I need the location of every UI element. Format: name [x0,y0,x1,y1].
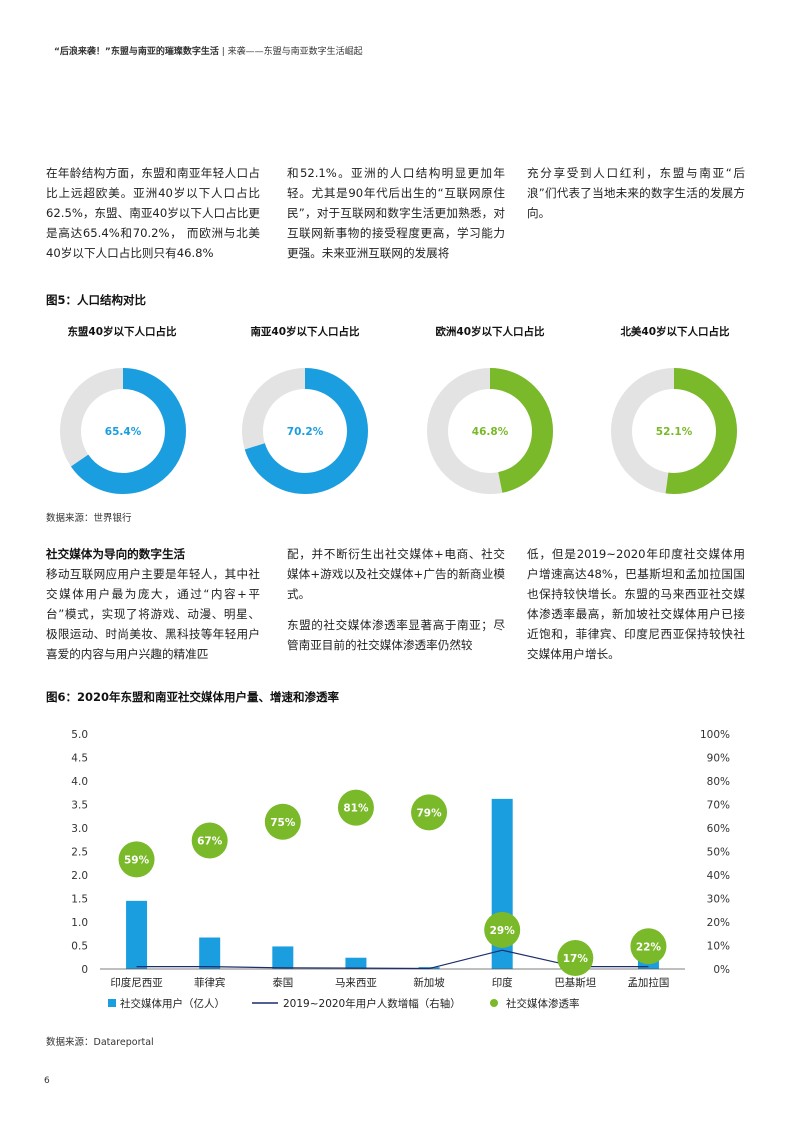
penetration-dot [484,911,521,948]
y-tick-left: 2.0 [71,870,88,882]
category-label: 印度尼西亚 [110,976,163,989]
social-paragraph-3: 低，但是2019~2020年印度社交媒体用户增速高达48%，巴基斯坦和孟加拉国国… [527,547,745,661]
donut-chart-europe: 46.8% [427,368,553,494]
donut-value-arc [611,368,737,494]
y-tick-left: 2.5 [71,847,88,859]
y-tick-right: 20% [707,917,730,929]
y-tick-left: 1.0 [71,917,88,929]
section-heading: 社交媒体为导向的数字生活 [46,547,186,561]
header-separator: | [221,47,225,57]
donut-value-arc [242,368,368,494]
social-paragraph-2b: 东盟的社交媒体渗透率显著高于南亚；尽管南亚目前的社交媒体渗透率仍然较 [287,618,505,652]
category-label: 泰国 [272,976,293,989]
donut-chart-north-america: 52.1% [611,368,737,494]
category-label: 马来西亚 [335,977,377,989]
social-column-1: 社交媒体为导向的数字生活 移动互联网应用户主要是年轻人，其中社交媒体用户最为庞大… [46,544,260,664]
y-tick-left: 1.5 [71,894,88,906]
penetration-dot [337,789,374,826]
donut-value-arc [427,368,553,494]
y-tick-left: 3.5 [71,800,88,812]
social-column-2: 配，并不断衍生出社交媒体+电商、社交媒体+游戏以及社交媒体+广告的新商业模式。 … [287,544,505,655]
social-media-chart: 5.0 4.5 4.0 3.5 3.0 2.5 2.0 1.5 1.0 0.5 0 100% 90% 80… [71,729,730,1010]
y-tick-left: 4.0 [71,776,88,788]
donut-value-arc [60,368,186,494]
penetration-label: 29% [490,925,516,937]
penetration-dot [191,822,228,859]
penetration-label: 81% [343,803,369,815]
donut-chart-asean: 65.4% [60,368,186,494]
category-label: 新加坡 [413,976,445,989]
y-tick-left: 3.0 [71,823,88,835]
y-tick-right: 70% [707,800,730,812]
penetration-dot [411,794,448,831]
intro-paragraph-1: 在年龄结构方面，东盟和南亚年轻人口占比上远超欧美。亚洲40岁以下人口占比62.5… [46,166,260,260]
y-tick-right: 40% [707,870,730,882]
penetration-label: 22% [636,941,662,953]
social-paragraph-2a: 配，并不断衍生出社交媒体+电商、社交媒体+游戏以及社交媒体+广告的新商业模式。 [287,547,505,601]
intro-paragraph-2: 和52.1%。亚洲的人口结构明显更加年轻。尤其是90年代后出生的“互联网原住民”… [287,166,505,260]
category-label: 孟加拉国 [627,976,669,989]
category-label: 菲律宾 [194,976,226,989]
penetration-dot [264,803,301,840]
intro-column-2: 和52.1%。亚洲的人口结构明显更加年轻。尤其是90年代后出生的“互联网原住民”… [287,163,505,263]
figure-6-title: 图6：2020年东盟和南亚社交媒体用户量、增速和渗透率 [46,690,340,704]
donut-label-europe: 欧洲40岁以下人口占比 [435,326,545,338]
donut-value-label: 46.8% [472,426,509,438]
penetration-label: 79% [416,807,442,819]
legend-bar-swatch [108,999,116,1007]
bar [272,946,294,969]
y-tick-left: 0 [81,964,88,976]
y-tick-right: 50% [707,847,730,859]
penetration-label: 67% [197,836,223,848]
penetration-label: 75% [270,817,296,829]
y-tick-left: 5.0 [71,729,88,741]
donut-value-label: 52.1% [656,426,693,438]
penetration-dot [557,940,594,977]
y-tick-right: 90% [707,753,730,765]
legend-dot-swatch [490,999,498,1007]
y-tick-right: 60% [707,823,730,835]
donut-value-label: 65.4% [105,426,142,438]
intro-column-3: 充分享受到人口红利，东盟与南亚“后浪”们代表了当地未来的数字生活的发展方向。 [527,163,745,223]
legend-dot-label: 社交媒体渗透率 [506,997,580,1010]
penetration-label: 59% [124,854,150,866]
bar [199,937,221,969]
running-header: “后浪来袭！”东盟与南亚的璀璨数字生活 | 来袭——东盟与南亚数字生活崛起 [54,44,363,57]
category-label: 巴基斯坦 [554,976,596,989]
penetration-dot [118,841,155,878]
donut-value-label: 70.2% [287,426,324,438]
figure-5-source: 数据来源：世界银行 [46,513,132,524]
intro-column-1: 在年龄结构方面，东盟和南亚年轻人口占比上远超欧美。亚洲40岁以下人口占比62.5… [46,163,260,263]
legend-bar-label: 社交媒体用户（亿人） [120,997,225,1010]
intro-paragraph-3: 充分享受到人口红利，东盟与南亚“后浪”们代表了当地未来的数字生活的发展方向。 [527,166,745,220]
figure-6-source: 数据来源：Datareportal [46,1037,154,1048]
header-section: 来袭——东盟与南亚数字生活崛起 [227,47,363,57]
category-label: 印度 [492,976,513,989]
bar [345,957,367,969]
y-tick-left: 0.5 [71,941,88,953]
social-paragraph-1: 移动互联网应用户主要是年轻人，其中社交媒体用户最为庞大，通过“内容+平台”模式，… [46,567,260,661]
y-tick-right: 10% [707,941,730,953]
y-tick-right: 100% [700,729,730,741]
y-tick-right: 30% [707,894,730,906]
donut-label-south-asia: 南亚40岁以下人口占比 [250,326,360,338]
penetration-label: 17% [563,953,589,965]
header-title: “后浪来袭！”东盟与南亚的璀璨数字生活 [54,47,219,57]
donut-label-north-america: 北美40岁以下人口占比 [620,326,730,338]
penetration-dot [630,928,667,965]
y-tick-right: 0% [713,964,730,976]
page-number: 6 [44,1076,50,1086]
legend-line-label: 2019~2020年用户人数增幅（右轴） [283,997,461,1010]
figure-5-title: 图5：人口结构对比 [46,293,147,307]
social-column-3: 低，但是2019~2020年印度社交媒体用户增速高达48%，巴基斯坦和孟加拉国国… [527,544,745,664]
y-tick-right: 80% [707,776,730,788]
donut-label-asean: 东盟40岁以下人口占比 [67,326,177,338]
y-tick-left: 4.5 [71,753,88,765]
bar [126,900,148,969]
donut-chart-south-asia: 70.2% [242,368,368,494]
